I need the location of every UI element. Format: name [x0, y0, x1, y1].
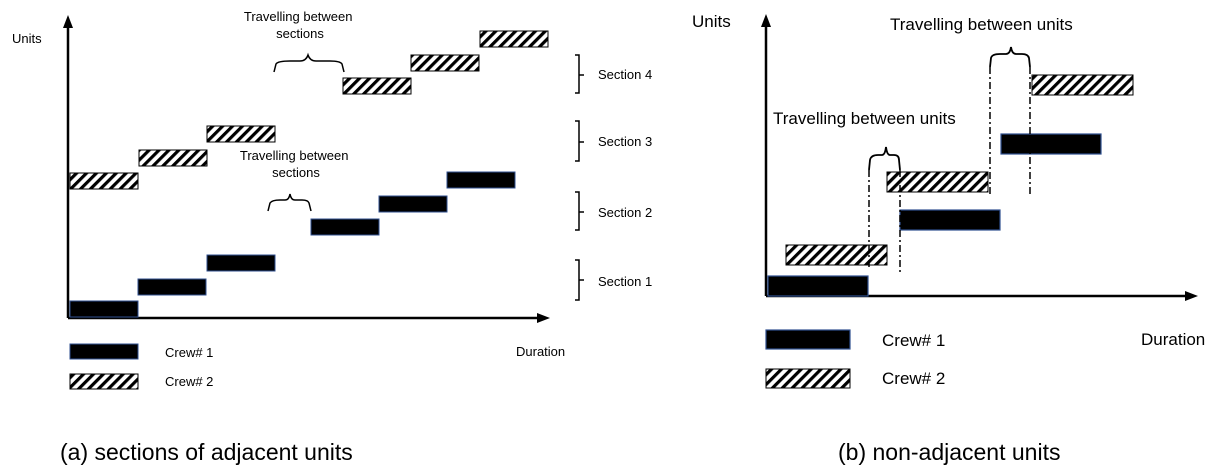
crew2-bar — [138, 149, 208, 167]
crew1-bar — [446, 171, 516, 189]
crew2-bar — [479, 30, 549, 48]
panel-b: Units Duration Travelling between units — [692, 12, 1205, 465]
crew2-bars-a — [69, 30, 549, 190]
right-brace-icon — [575, 259, 584, 301]
crew1-bars-a — [69, 171, 516, 318]
crew1-bar — [1000, 133, 1102, 155]
crew1-bar — [767, 275, 869, 297]
annotation-mid-b: Travelling between units — [773, 109, 956, 171]
annotation-text: Travelling between sections — [240, 148, 352, 180]
crew2-bar — [410, 54, 480, 72]
crew2-bar — [886, 171, 989, 193]
crew2-bars-b — [785, 74, 1134, 266]
section-label: Section 3 — [598, 134, 652, 149]
curly-brace-icon — [267, 193, 312, 212]
y-axis-arrow-a — [63, 15, 73, 28]
travel-guides-b — [868, 67, 1031, 274]
crew2-bar — [206, 125, 276, 143]
curly-brace-icon — [989, 46, 1031, 68]
section-label: Section 2 — [598, 205, 652, 220]
x-axis-label-a: Duration — [516, 344, 565, 359]
x-axis-label-b: Duration — [1141, 330, 1205, 349]
x-axis-arrow-a — [537, 313, 550, 323]
section-brackets-a: Section 4 Section 3 Section 2 Section 1 — [575, 54, 652, 301]
annotation-text: Travelling between units — [890, 15, 1073, 34]
crew2-bar — [69, 172, 139, 190]
crew2-bar — [785, 244, 888, 266]
legend-a: Crew# 1 Crew# 2 — [69, 343, 213, 390]
crew1-bar — [310, 218, 380, 236]
legend-crew2-label: Crew# 2 — [165, 374, 213, 389]
crew1-bar — [378, 195, 448, 213]
caption-b: (b) non-adjacent units — [838, 439, 1060, 465]
right-brace-icon — [575, 120, 584, 162]
y-axis-label-a: Units — [12, 31, 42, 46]
annotation-mid-a: Travelling between sections — [240, 148, 352, 212]
panel-a: Units Duration Travelling between sectio… — [12, 9, 652, 465]
annotation-top-b: Travelling between units — [890, 15, 1073, 68]
legend-crew2-swatch — [69, 373, 139, 390]
crew1-bar — [206, 254, 276, 272]
crew2-bar — [342, 77, 412, 95]
y-axis-label-b: Units — [692, 12, 731, 31]
legend-crew1-label: Crew# 1 — [165, 345, 213, 360]
curly-brace-icon — [868, 146, 901, 171]
legend-crew1-label: Crew# 1 — [882, 331, 945, 350]
y-axis-arrow-b — [761, 14, 771, 27]
legend-b: Crew# 1 Crew# 2 — [765, 329, 945, 389]
crew1-bar — [899, 209, 1001, 231]
annotation-text: Travelling between units — [773, 109, 956, 128]
section-label: Section 1 — [598, 274, 652, 289]
legend-crew1-swatch — [69, 343, 139, 360]
legend-crew1-swatch — [765, 329, 851, 350]
caption-a: (a) sections of adjacent units — [60, 439, 353, 465]
x-axis-arrow-b — [1185, 291, 1198, 301]
crew1-bars-b — [767, 133, 1102, 297]
right-brace-icon — [575, 54, 584, 94]
section-label: Section 4 — [598, 67, 652, 82]
crew2-bar — [1031, 74, 1134, 96]
crew1-bar — [137, 278, 207, 296]
annotation-top-a: Travelling between sections — [244, 9, 356, 73]
right-brace-icon — [575, 191, 584, 231]
legend-crew2-label: Crew# 2 — [882, 369, 945, 388]
annotation-text: Travelling between sections — [244, 9, 356, 41]
crew1-bar — [69, 300, 139, 318]
curly-brace-icon — [273, 52, 345, 73]
legend-crew2-swatch — [765, 368, 851, 389]
